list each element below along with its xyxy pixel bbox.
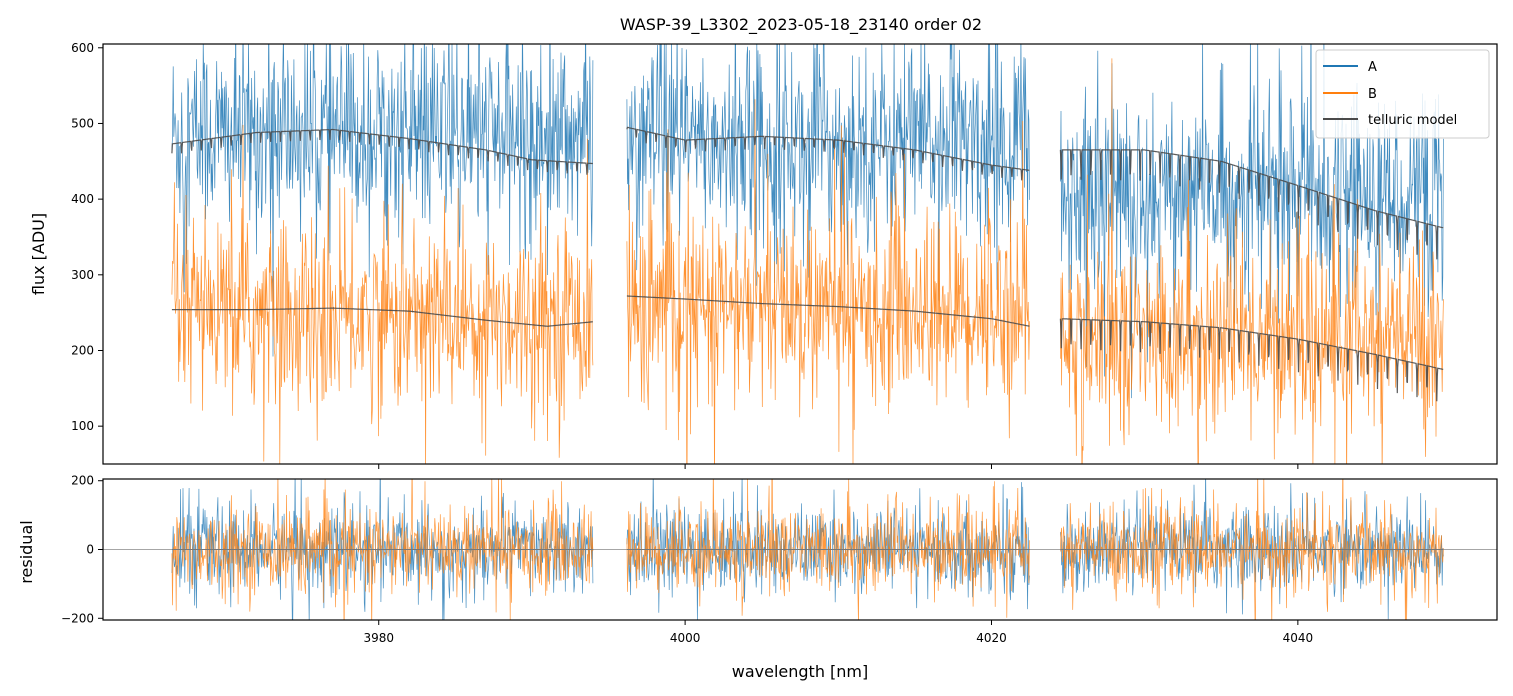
telluric-model-curve-6 — [1059, 318, 1444, 402]
flux-series-a-segment-3 — [1060, 44, 1444, 399]
residual-panel-frame — [102, 478, 1498, 621]
flux-y-tick-label: 600 — [71, 41, 94, 55]
legend-label-b: B — [1368, 87, 1377, 102]
x-axis-label: wavelength [nm] — [732, 662, 869, 681]
residual-y-label: residual — [17, 520, 36, 583]
residual-y-tick-label: 200 — [71, 474, 94, 488]
x-tick-label: 3980 — [363, 631, 394, 645]
legend-box — [1315, 49, 1490, 139]
flux-y-tick-label: 200 — [71, 343, 94, 357]
residual-series-b-segment-1 — [171, 479, 594, 620]
telluric-model-curve-5 — [626, 295, 1030, 327]
residual-y-tick-label: −200 — [61, 611, 94, 625]
flux-panel-frame — [102, 43, 1498, 465]
residual-panel: −200 0 200 3980 4000 4020 4040 residual wavele… — [17, 474, 1498, 681]
legend: A B telluric model — [1315, 49, 1490, 139]
flux-series-b-segment-1 — [171, 124, 594, 464]
flux-series-a-segment-2 — [626, 44, 1030, 301]
flux-series-b-segment-2 — [626, 99, 1030, 464]
telluric-model-curve-2 — [626, 126, 1030, 181]
flux-panel: 100 200 300 400 500 600 flux [ADU] A B tellur… — [29, 41, 1498, 469]
flux-y-tick-label: 500 — [71, 116, 94, 130]
flux-y-label: flux [ADU] — [29, 213, 48, 295]
telluric-model-curve-4 — [171, 307, 593, 327]
residual-y-tick-label: 0 — [86, 543, 94, 557]
telluric-model-curve-1 — [171, 128, 593, 175]
x-tick-label: 4040 — [1283, 631, 1314, 645]
legend-label-a: A — [1368, 60, 1377, 75]
chart-title: WASP-39_L3302_2023-05-18_23140 order 02 — [620, 15, 982, 35]
flux-series-b-segment-3 — [1060, 58, 1444, 464]
flux-y-tick-label: 300 — [71, 268, 94, 282]
legend-label-telluric: telluric model — [1368, 113, 1457, 128]
telluric-model-curve-3 — [1059, 149, 1444, 260]
x-tick-label: 4000 — [670, 631, 701, 645]
residual-series-a-segment-2 — [626, 479, 1030, 620]
flux-y-tick-label: 400 — [71, 192, 94, 206]
x-tick-label: 4020 — [976, 631, 1007, 645]
flux-series-a-segment-1 — [171, 44, 594, 357]
flux-y-tick-label: 100 — [71, 419, 94, 433]
